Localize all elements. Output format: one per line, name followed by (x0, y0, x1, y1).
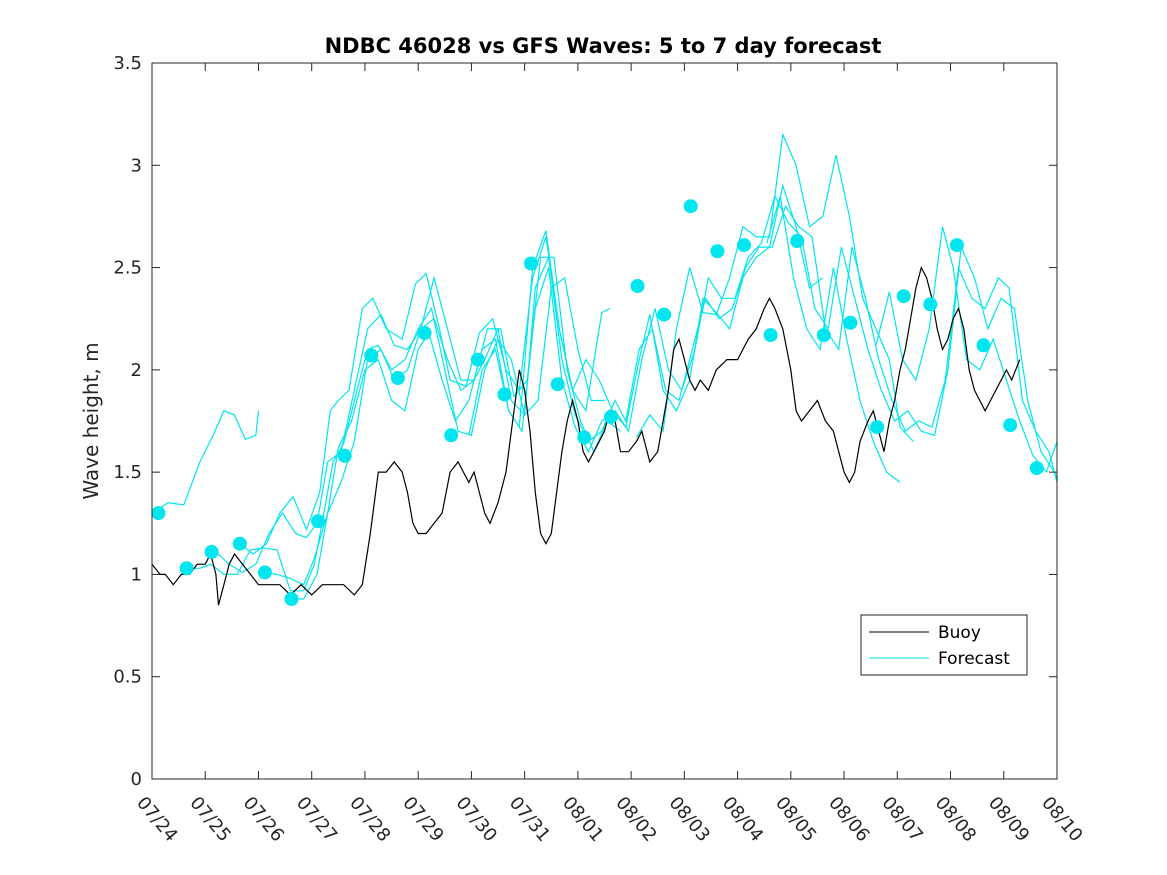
forecast-marker (444, 428, 459, 443)
forecast-marker (417, 326, 432, 340)
forecast-marker (497, 387, 512, 402)
forecast-marker (763, 328, 778, 343)
forecast-marker (390, 371, 405, 385)
y-tick-label: 2 (131, 360, 142, 381)
forecast-marker (603, 409, 618, 424)
y-tick-label: 3 (131, 155, 142, 176)
y-tick-label: 2.5 (113, 258, 142, 279)
y-tick-label: 0.5 (113, 667, 142, 688)
legend-buoy-label: Buoy (938, 623, 981, 643)
y-axis-label: Wave height, m (79, 342, 103, 499)
y-tick-label: 1.5 (113, 462, 142, 483)
forecast-marker (976, 338, 991, 353)
forecast-marker (657, 307, 672, 322)
y-tick-label: 3.5 (113, 53, 142, 74)
forecast-marker (816, 328, 831, 343)
forecast-marker (524, 256, 538, 271)
forecast-marker (257, 565, 272, 580)
forecast-marker (337, 448, 352, 463)
forecast-marker (896, 289, 911, 304)
forecast-line (215, 256, 621, 574)
forecast-marker (151, 506, 166, 521)
forecast-line (151, 410, 260, 514)
forecast-line (766, 195, 901, 483)
forecast-line (635, 132, 914, 442)
legend-box (860, 614, 1028, 676)
forecast-marker (949, 238, 964, 253)
forecast-marker (577, 430, 592, 445)
forecast-marker (311, 514, 326, 529)
forecast-line (468, 230, 611, 436)
forecast-marker (710, 244, 725, 259)
forecast-marker (284, 592, 299, 606)
forecast-marker (683, 199, 698, 214)
forecast-line (875, 226, 1058, 474)
y-tick-label: 1 (131, 564, 142, 585)
forecast-marker (843, 315, 858, 330)
forecast-line (239, 183, 824, 555)
forecast-marker (737, 238, 751, 253)
forecast-marker (550, 377, 565, 392)
forecast-marker (204, 544, 219, 559)
forecast-marker (790, 234, 805, 248)
legend: Buoy Forecast (860, 614, 1028, 676)
forecast-marker (1029, 461, 1044, 476)
axes-box (151, 62, 1058, 780)
forecast-marker (232, 536, 247, 551)
forecast-marker (870, 420, 885, 435)
forecast-marker (1003, 418, 1018, 433)
forecast-marker (179, 561, 194, 576)
chart-title: NDBC 46028 vs GFS Waves: 5 to 7 day fore… (325, 34, 882, 58)
forecast-line (290, 194, 1058, 600)
forecast-marker (630, 279, 645, 293)
legend-forecast-label: Forecast (938, 649, 1010, 669)
y-tick-label: 0 (131, 769, 142, 790)
forecast-markers (151, 199, 1044, 606)
forecast-marker (470, 352, 485, 367)
forecast-marker (364, 348, 379, 363)
y-axis: 0 0.5 1 1.5 2 2.5 3 3.5 (113, 53, 1057, 790)
forecast-marker (923, 297, 938, 312)
